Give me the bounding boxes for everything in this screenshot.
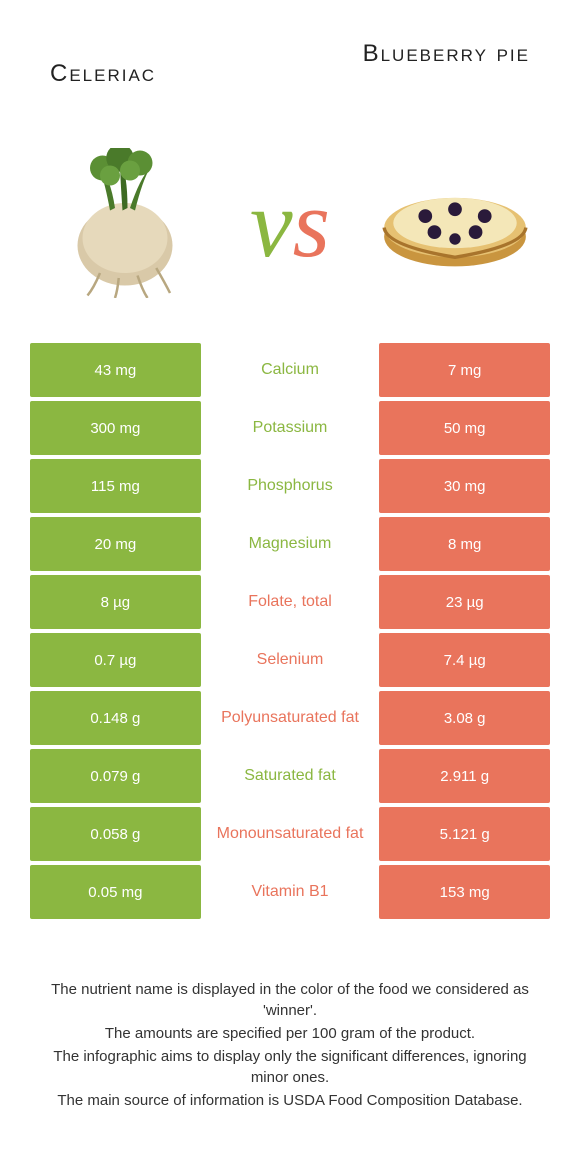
left-value: 0.05 mg [30,865,201,919]
nutrient-table: 43 mgCalcium7 mg300 mgPotassium50 mg115 … [30,343,550,919]
right-value: 23 µg [379,575,550,629]
hero-row: vs [30,143,550,303]
vs-v: v [250,170,293,277]
nutrient-label: Polyunsaturated fat [205,691,376,745]
right-food-title: Blueberry pie [363,40,530,68]
nutrient-label: Folate, total [205,575,376,629]
right-value: 5.121 g [379,807,550,861]
footnote-line: The amounts are specified per 100 gram o… [38,1023,542,1044]
right-value: 7 mg [379,343,550,397]
footnote-line: The nutrient name is displayed in the co… [38,979,542,1021]
nutrient-row: 115 mgPhosphorus30 mg [30,459,550,513]
nutrient-label: Phosphorus [205,459,376,513]
left-value: 0.058 g [30,807,201,861]
footnote-line: The infographic aims to display only the… [38,1046,542,1088]
right-value: 30 mg [379,459,550,513]
nutrient-label: Vitamin B1 [205,865,376,919]
nutrient-row: 20 mgMagnesium8 mg [30,517,550,571]
right-value: 7.4 µg [379,633,550,687]
nutrient-label: Saturated fat [205,749,376,803]
nutrient-row: 0.058 gMonounsaturated fat5.121 g [30,807,550,861]
left-value: 115 mg [30,459,201,513]
nutrient-label: Potassium [205,401,376,455]
nutrient-row: 0.079 gSaturated fat2.911 g [30,749,550,803]
left-food-title: Celeriac [50,60,156,88]
left-value: 300 mg [30,401,201,455]
left-value: 0.079 g [30,749,201,803]
celeriac-image [40,143,210,303]
footnotes: The nutrient name is displayed in the co… [30,979,550,1113]
nutrient-label: Selenium [205,633,376,687]
nutrient-row: 8 µgFolate, total23 µg [30,575,550,629]
nutrient-label: Calcium [205,343,376,397]
nutrient-row: 0.05 mgVitamin B1153 mg [30,865,550,919]
left-value: 20 mg [30,517,201,571]
left-value: 43 mg [30,343,201,397]
nutrient-label: Monounsaturated fat [205,807,376,861]
vs-s: s [293,170,330,277]
right-value: 2.911 g [379,749,550,803]
left-value: 8 µg [30,575,201,629]
right-value: 3.08 g [379,691,550,745]
footnote-line: The main source of information is USDA F… [38,1090,542,1111]
nutrient-row: 43 mgCalcium7 mg [30,343,550,397]
right-value: 8 mg [379,517,550,571]
titles-row: Celeriac Blueberry pie [30,40,550,88]
nutrient-row: 0.7 µgSelenium7.4 µg [30,633,550,687]
vs-label: vs [250,168,330,279]
nutrient-row: 300 mgPotassium50 mg [30,401,550,455]
nutrient-row: 0.148 gPolyunsaturated fat3.08 g [30,691,550,745]
blueberry-pie-image [370,143,540,303]
left-value: 0.148 g [30,691,201,745]
right-value: 50 mg [379,401,550,455]
nutrient-label: Magnesium [205,517,376,571]
left-value: 0.7 µg [30,633,201,687]
infographic-page: Celeriac Blueberry pie vs [0,0,580,1174]
right-value: 153 mg [379,865,550,919]
